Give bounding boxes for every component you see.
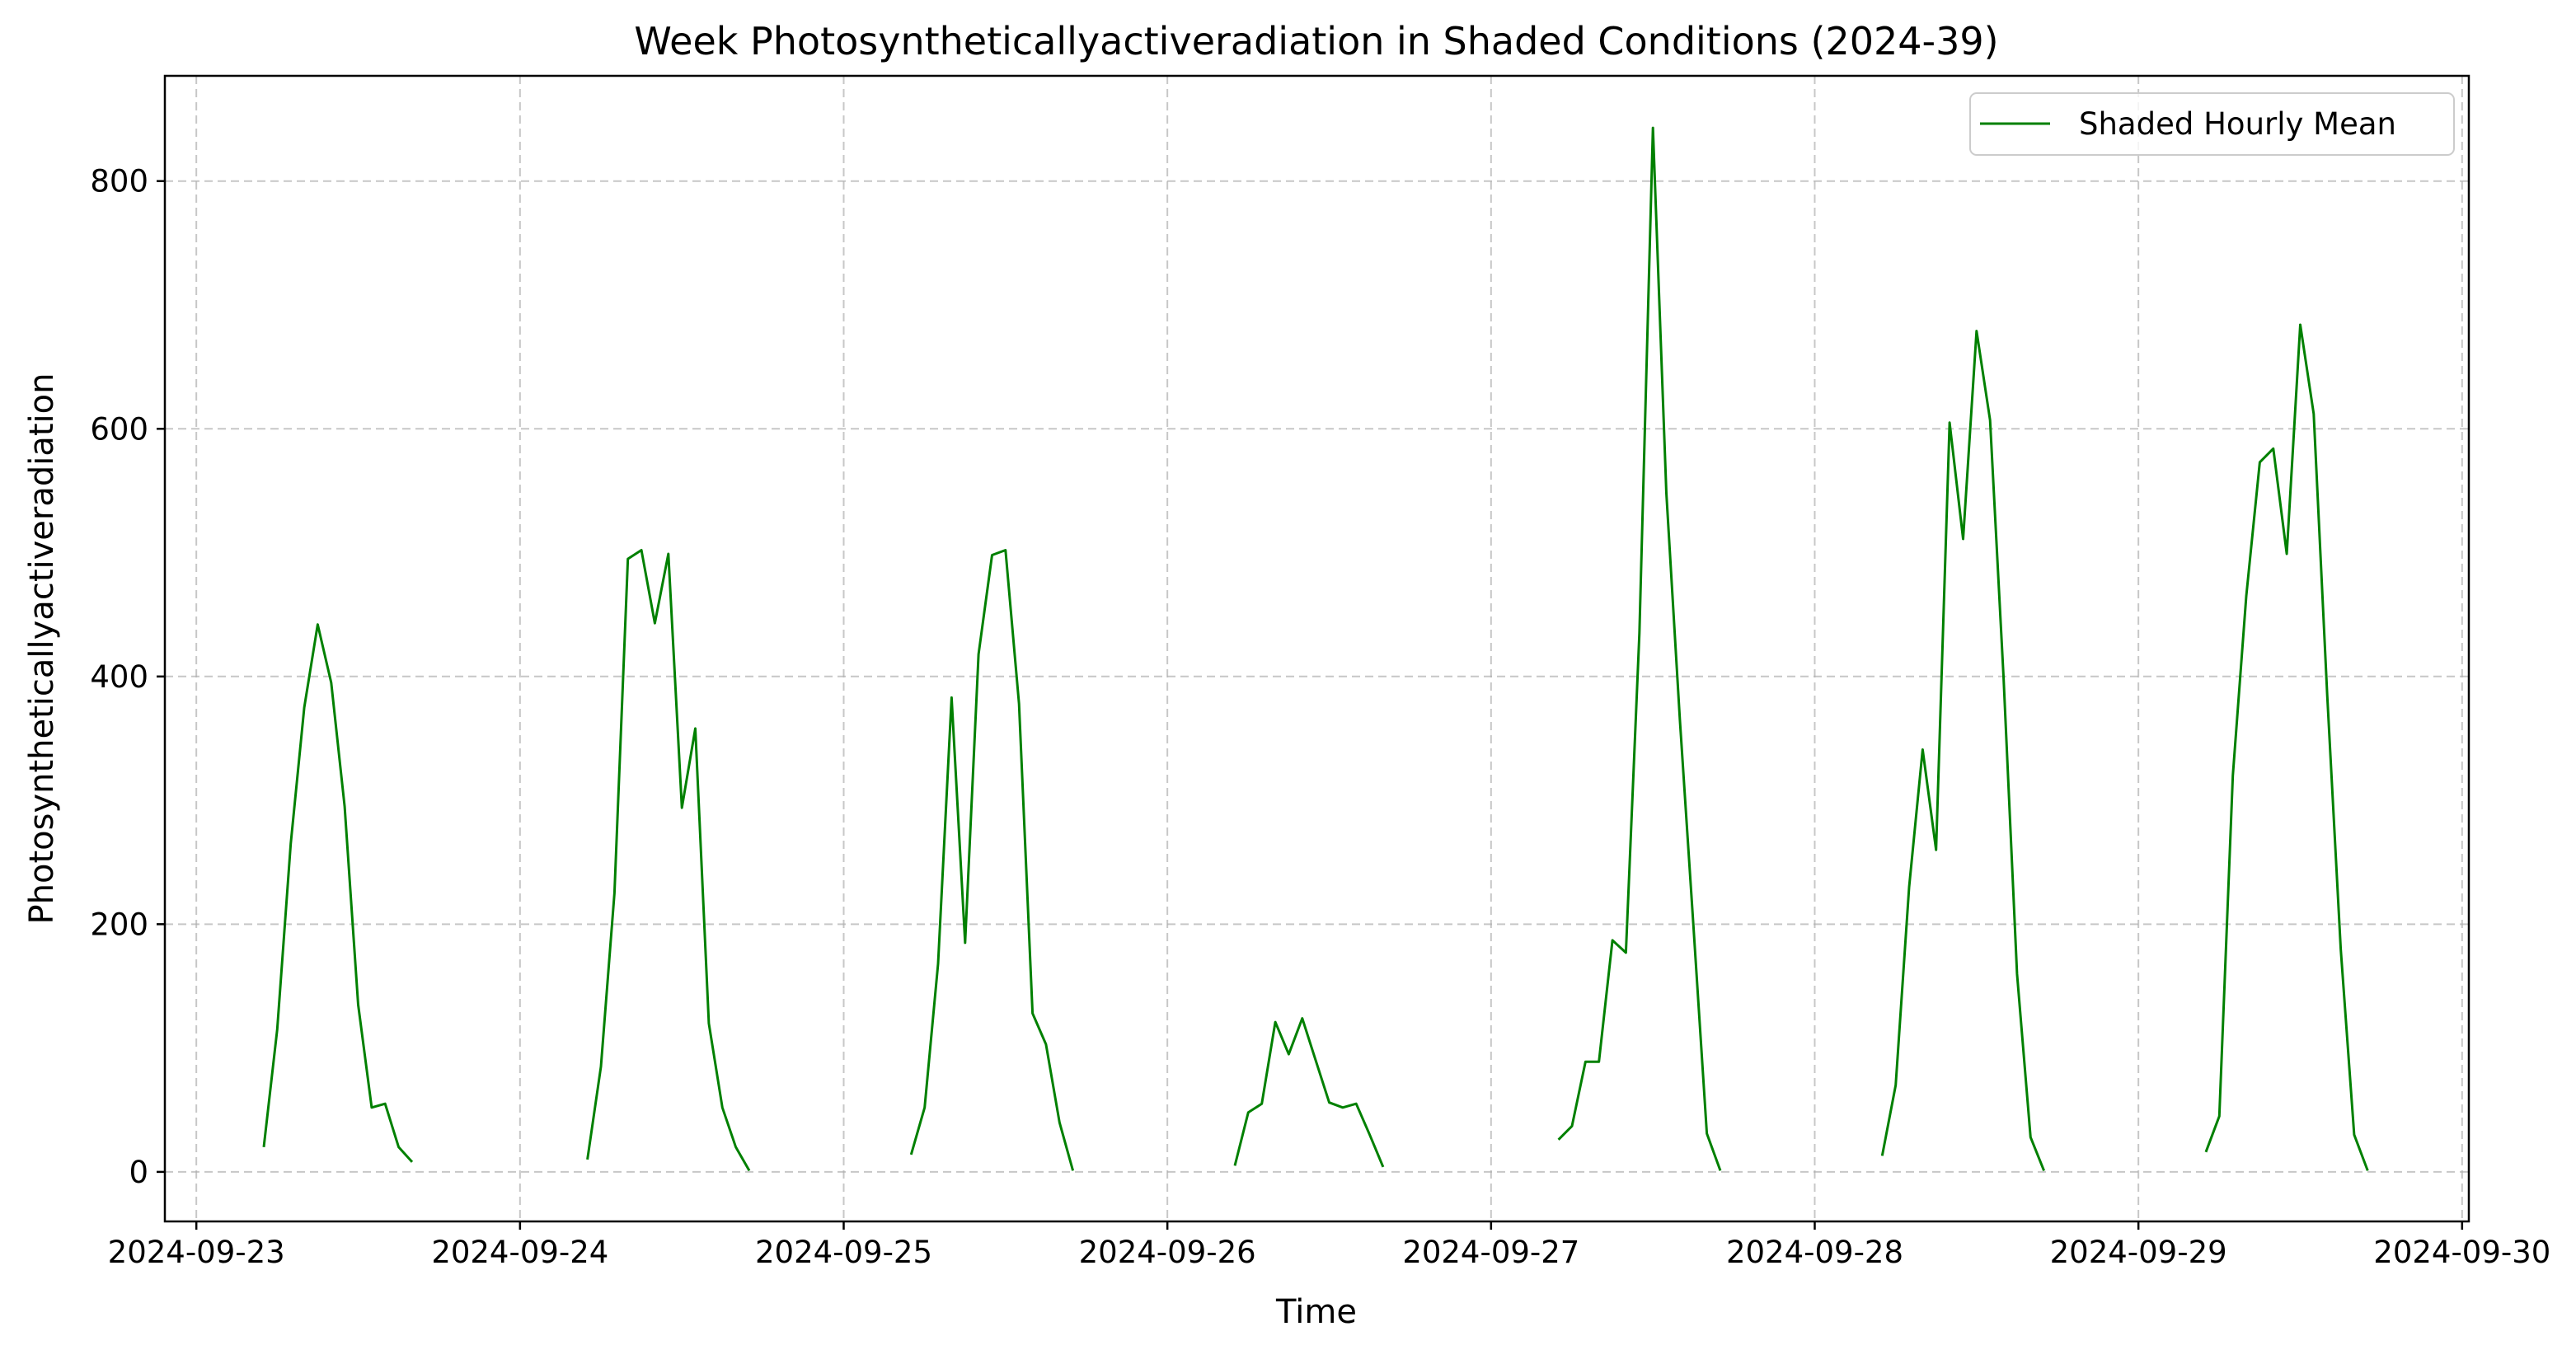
series-line xyxy=(1233,1017,1385,1168)
chart-title: Week Photosyntheticallyactiveradiation i… xyxy=(634,19,1998,63)
x-tick-label: 2024-09-29 xyxy=(2050,1235,2227,1270)
x-axis-label: Time xyxy=(1275,1293,1357,1331)
series-line xyxy=(2204,323,2369,1171)
x-tick-label: 2024-09-28 xyxy=(1726,1235,1903,1270)
y-axis-ticks: 0 200 400 600 800 xyxy=(90,164,165,1190)
series-line xyxy=(1880,330,2045,1171)
x-tick-label: 2024-09-23 xyxy=(108,1235,285,1270)
y-grid xyxy=(165,180,2469,1173)
x-tick-label: 2024-09-24 xyxy=(431,1235,608,1270)
x-grid xyxy=(195,76,2463,1221)
series-layer xyxy=(262,126,2369,1172)
y-tick-label: 800 xyxy=(90,164,148,199)
legend-box xyxy=(1969,92,2455,156)
x-tick-label: 2024-09-27 xyxy=(1402,1235,1579,1270)
y-tick-label: 0 xyxy=(129,1155,148,1190)
x-tick-label: 2024-09-25 xyxy=(755,1235,932,1270)
x-tick-label: 2024-09-26 xyxy=(1079,1235,1256,1270)
y-tick-label: 200 xyxy=(90,907,148,942)
y-tick-label: 400 xyxy=(90,659,148,695)
x-axis-ticks: 2024-09-23 2024-09-24 2024-09-25 2024-09-26… xyxy=(108,1221,2550,1270)
series-line xyxy=(262,623,414,1163)
plot-frame xyxy=(163,74,2470,1223)
x-tick-label: 2024-09-30 xyxy=(2373,1235,2550,1270)
series-line xyxy=(909,549,1075,1171)
y-axis-label: Photosyntheticallyactiveradiation xyxy=(23,373,61,925)
y-tick-label: 600 xyxy=(90,411,148,447)
legend-label: Shaded Hourly Mean xyxy=(2079,106,2396,142)
series-line xyxy=(1557,126,1722,1171)
series-line xyxy=(586,549,751,1172)
legend: Shaded Hourly Mean xyxy=(1969,92,2455,156)
